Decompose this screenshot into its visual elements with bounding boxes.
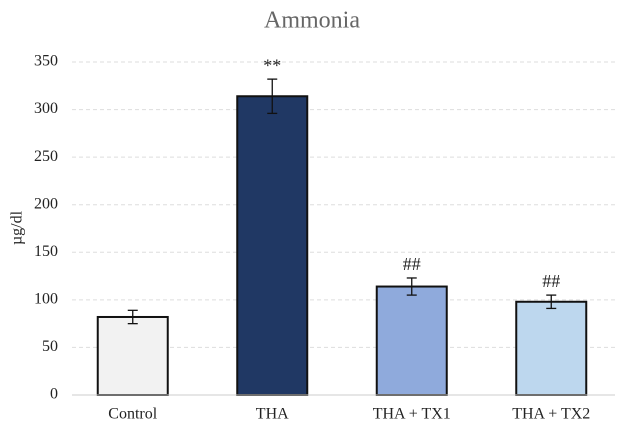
chart-title: Ammonia: [264, 8, 360, 34]
annotation: ##: [542, 271, 560, 291]
y-tick-label: 200: [34, 195, 58, 212]
y-tick-label: 50: [42, 338, 58, 355]
x-tick-label: THA + TX1: [373, 406, 451, 423]
y-tick-label: 300: [34, 100, 58, 117]
annotation: ##: [403, 254, 421, 274]
y-tick-label: 100: [34, 291, 58, 308]
x-tick-label: THA + TX2: [512, 406, 590, 423]
y-tick-label: 350: [34, 53, 58, 70]
y-axis-label: µg/dl: [9, 210, 26, 245]
x-tick-label: THA: [256, 406, 289, 423]
x-tick-label: Control: [108, 406, 157, 423]
bar: [96, 315, 169, 396]
y-tick-label: 250: [34, 148, 58, 165]
bar: [515, 300, 588, 397]
y-tick-label: 150: [34, 243, 58, 260]
y-tick-label: 0: [50, 386, 58, 403]
bar: [375, 285, 448, 396]
bar: [236, 95, 309, 396]
annotation: **: [263, 55, 281, 75]
